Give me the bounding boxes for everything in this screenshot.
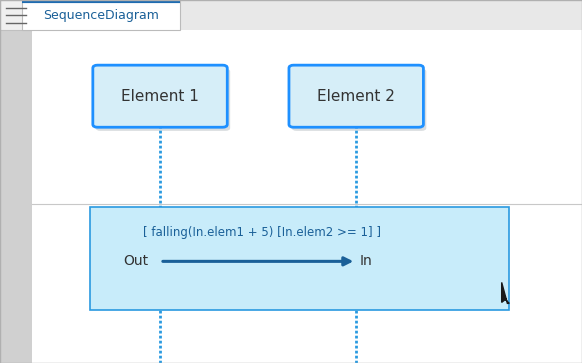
Text: SequenceDiagram: SequenceDiagram [43, 9, 159, 21]
FancyBboxPatch shape [292, 69, 426, 131]
FancyBboxPatch shape [22, 1, 180, 30]
Text: Out: Out [123, 254, 148, 268]
FancyBboxPatch shape [0, 0, 32, 30]
FancyBboxPatch shape [289, 65, 423, 127]
Text: Element 2: Element 2 [317, 89, 395, 104]
FancyBboxPatch shape [0, 30, 32, 363]
Polygon shape [502, 282, 509, 303]
FancyBboxPatch shape [96, 69, 230, 131]
FancyBboxPatch shape [0, 0, 582, 30]
Text: In: In [360, 254, 372, 268]
FancyBboxPatch shape [90, 207, 509, 310]
FancyBboxPatch shape [93, 65, 227, 127]
Text: Element 1: Element 1 [121, 89, 199, 104]
Text: [ falling(In.elem1 + 5) [In.elem2 >= 1] ]: [ falling(In.elem1 + 5) [In.elem2 >= 1] … [143, 226, 381, 239]
